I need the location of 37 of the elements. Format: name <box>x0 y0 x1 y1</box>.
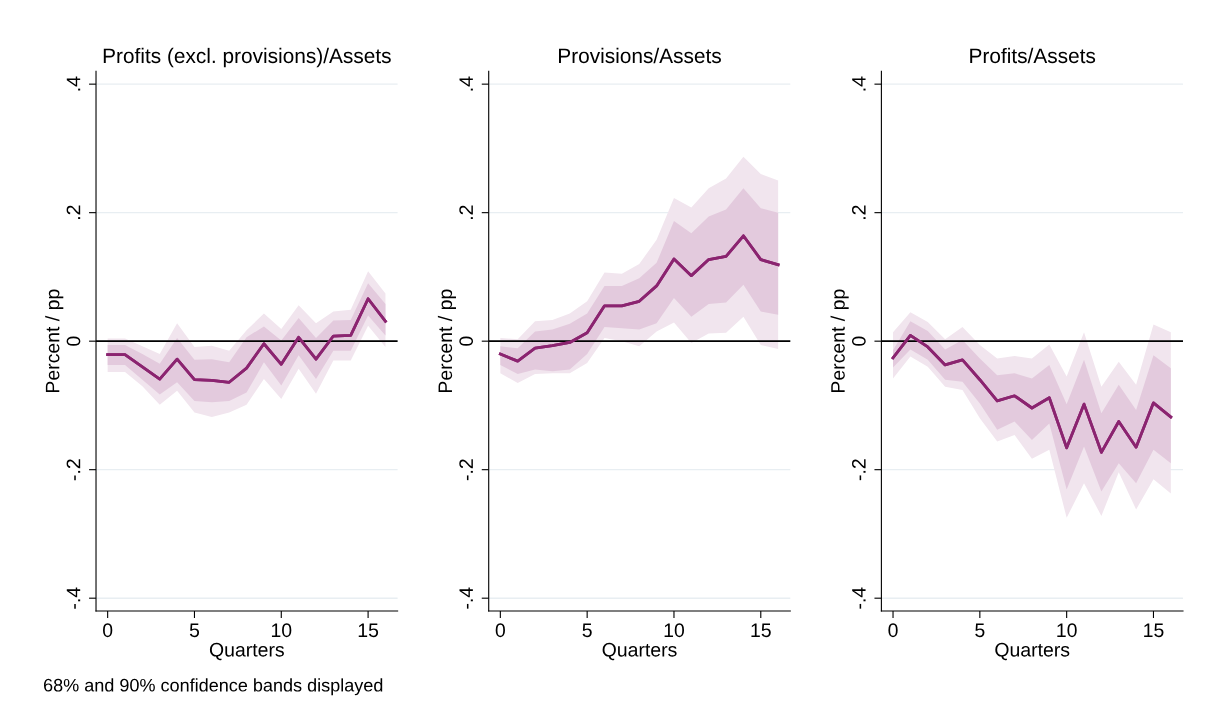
y-tick-label: .2 <box>66 205 81 219</box>
y-tick-label: .4 <box>852 76 866 91</box>
y-tick-label: .2 <box>851 205 866 219</box>
y-tick-label: -.2 <box>851 459 866 481</box>
y-tick-label: .4 <box>459 76 473 91</box>
y-axis-title: Percent / pp <box>437 289 456 392</box>
chart-title: Profits/Assets <box>970 47 1096 64</box>
x-tick-label: 5 <box>975 623 985 638</box>
y-tick-label: 0 <box>851 336 866 346</box>
x-tick-label: 10 <box>271 623 292 638</box>
x-tick-label: 5 <box>582 623 592 638</box>
y-tick-label: -.4 <box>66 587 81 609</box>
x-tick-label: 15 <box>751 623 771 638</box>
x-tick-label: 15 <box>358 623 379 638</box>
x-tick-label: 15 <box>1144 623 1164 638</box>
chart-title: Profits (excl. provisions)/Assets <box>103 47 391 68</box>
text: 68% and 90% confidence bands displayed <box>44 678 383 696</box>
x-axis-title: Quarters <box>209 642 284 661</box>
x-axis-title: Quarters <box>995 642 1070 661</box>
y-tick-label: -.2 <box>459 459 473 481</box>
x-tick-label: 0 <box>103 623 113 638</box>
y-tick-label: -.2 <box>66 459 81 481</box>
y-tick-label: -.4 <box>852 587 866 609</box>
x-tick-label: 0 <box>495 623 505 638</box>
y-tick-label: 0 <box>66 336 81 346</box>
y-tick-label: -.4 <box>459 587 473 609</box>
x-tick-label: 10 <box>664 623 685 638</box>
chart-title: Provisions/Assets <box>559 47 721 64</box>
y-tick-label: .2 <box>459 205 473 219</box>
y-tick-label: 0 <box>459 336 474 346</box>
y-axis-title: Percent / pp <box>45 289 64 392</box>
y-tick-label: .4 <box>66 76 81 91</box>
y-axis-title: Percent / pp <box>830 289 849 392</box>
x-axis-title: Quarters <box>602 642 677 661</box>
x-tick-label: 5 <box>189 623 200 638</box>
x-tick-label: 10 <box>1057 623 1077 638</box>
x-tick-label: 0 <box>888 623 898 638</box>
